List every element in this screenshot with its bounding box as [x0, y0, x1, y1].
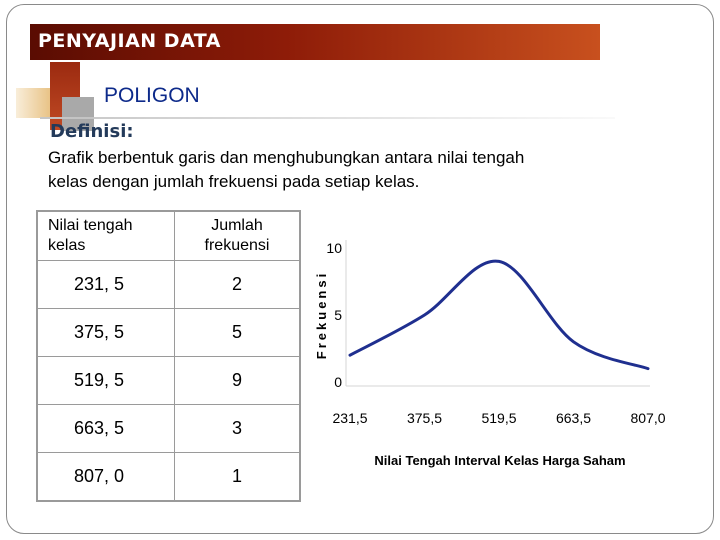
- definition-line-1: Grafik berbentuk garis dan menghubungkan…: [48, 148, 525, 167]
- table-row: 807, 0 1: [36, 452, 301, 502]
- x-tick-label: 375,5: [407, 410, 442, 426]
- table-cell-frekuensi: 5: [174, 308, 301, 357]
- x-tick-label: 807,0: [630, 410, 665, 426]
- x-axis-title: Nilai Tengah Interval Kelas Harga Saham: [374, 453, 625, 468]
- definition-text: Grafik berbentuk garis dan menghubungkan…: [48, 146, 648, 194]
- divider-line: [40, 117, 615, 119]
- section-subtitle: POLIGON: [104, 84, 200, 107]
- table-cell-frekuensi: 3: [174, 404, 301, 453]
- header-jumlah-line1: Jumlah: [211, 217, 263, 234]
- table-row: 231, 5 2: [36, 260, 301, 309]
- y-tick-labels: 0 5 10: [326, 240, 342, 390]
- header-nilai-tengah-line2: kelas: [48, 237, 86, 254]
- polygon-chart: 0 5 10 231,5 375,5 519,5 663,5 807,0 Frekuensi…: [314, 240, 666, 468]
- x-tick-label: 663,5: [556, 410, 591, 426]
- x-tick-label: 519,5: [481, 410, 516, 426]
- header-jumlah-line2: frekuensi: [204, 237, 270, 254]
- header-jumlah-frekuensi: Jumlah frekuensi: [174, 210, 301, 261]
- page-title: PENYAJIAN DATA: [38, 30, 222, 52]
- frequency-polygon-line: [348, 259, 650, 371]
- table-cell-nilai: 375, 5: [36, 308, 175, 357]
- definition-label: Definisi:: [50, 121, 134, 142]
- table-cell-nilai: 231, 5: [36, 260, 175, 309]
- x-tick-labels: 231,5 375,5 519,5 663,5 807,0: [332, 410, 665, 426]
- x-tick-label: 231,5: [332, 410, 367, 426]
- y-axis-title: Frekuensi: [314, 271, 329, 359]
- header-nilai-tengah-line1: Nilai tengah: [48, 217, 133, 234]
- table-cell-frekuensi: 2: [174, 260, 301, 309]
- table-cell-nilai: 663, 5: [36, 404, 175, 453]
- table-row: 375, 5 5: [36, 308, 301, 357]
- table-row: 663, 5 3: [36, 404, 301, 453]
- table-row: 519, 5 9: [36, 356, 301, 405]
- table-cell-nilai: 807, 0: [36, 452, 175, 502]
- table-header-row: Nilai tengah kelas Jumlah frekuensi: [36, 210, 301, 261]
- table-cell-nilai: 519, 5: [36, 356, 175, 405]
- y-tick-label: 5: [334, 307, 342, 323]
- y-tick-label: 10: [326, 240, 342, 256]
- y-tick-label: 0: [334, 374, 342, 390]
- title-bar: PENYAJIAN DATA: [30, 24, 600, 60]
- decorative-block-gray: [62, 97, 94, 131]
- frequency-table: Nilai tengah kelas Jumlah frekuensi 231,…: [36, 210, 301, 502]
- table-cell-frekuensi: 9: [174, 356, 301, 405]
- header-nilai-tengah: Nilai tengah kelas: [36, 210, 175, 261]
- table-cell-frekuensi: 1: [174, 452, 301, 502]
- definition-line-2: kelas dengan jumlah frekuensi pada setia…: [48, 172, 420, 191]
